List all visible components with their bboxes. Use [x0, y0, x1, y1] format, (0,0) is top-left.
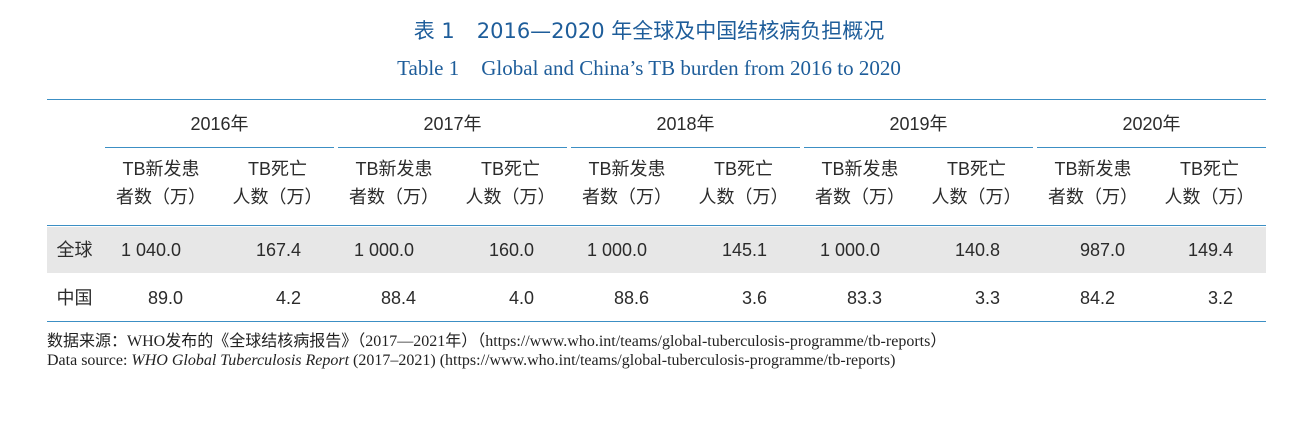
sub-header-new-cases: TB新发患者数（万）	[569, 155, 685, 211]
sub-header-deaths: TB死亡人数（万）	[686, 155, 802, 211]
table-cell: 140.8	[954, 240, 1000, 260]
data-source-en: Data source: WHO Global Tuberculosis Rep…	[47, 352, 895, 370]
sub-header-line2: 人数（万）	[232, 187, 323, 207]
sub-header-line2: 人数（万）	[465, 187, 556, 207]
sub-header-deaths: TB死亡人数（万）	[220, 155, 336, 211]
table-cell: 3.2	[1207, 288, 1233, 308]
header-bottom-rule	[47, 225, 1266, 226]
table-cell: 4.0	[508, 288, 534, 308]
sub-header-line1: TB新发患	[355, 159, 433, 179]
sub-header-line2: 者数（万）	[116, 187, 206, 207]
row-label-china: 中国	[56, 288, 93, 308]
sub-header-line1: TB死亡	[1179, 159, 1239, 179]
sub-header-line1: TB新发患	[1054, 159, 1132, 179]
table-cell: 88.4	[380, 288, 416, 308]
table-bottom-rule	[47, 321, 1266, 322]
table-number-en: Table 1	[397, 56, 460, 80]
table-cell: 160.0	[488, 240, 534, 260]
sub-header-new-cases: TB新发患者数（万）	[802, 155, 918, 211]
year-underline-5	[1037, 147, 1266, 148]
sub-header-new-cases: TB新发患者数（万）	[103, 155, 219, 211]
data-source-en-prefix: Data source:	[47, 352, 132, 369]
sub-header-line2: 者数（万）	[582, 187, 672, 207]
sub-header-line2: 人数（万）	[931, 187, 1022, 207]
table-cell: 149.4	[1187, 240, 1233, 260]
sub-header-line2: 者数（万）	[1048, 187, 1138, 207]
sub-header-line1: TB死亡	[480, 159, 540, 179]
table-cell: 145.1	[721, 240, 767, 260]
year-underline-1	[105, 147, 334, 148]
sub-header-line1: TB新发患	[821, 159, 899, 179]
sub-header-line1: TB新发患	[588, 159, 666, 179]
table-title-cn: 表 1 2016—2020 年全球及中国结核病负担概况	[0, 14, 1298, 48]
table-cell: 1 040.0	[121, 240, 182, 260]
sub-header-line2: 者数（万）	[349, 187, 439, 207]
sub-header-line2: 者数（万）	[815, 187, 905, 207]
sub-header-line2: 人数（万）	[698, 187, 789, 207]
table-cell: 89.0	[147, 288, 183, 308]
year-header-5: 2020年	[1122, 114, 1181, 134]
table-title-cn-text: 2016—2020 年全球及中国结核病负担概况	[476, 19, 885, 43]
year-underline-3	[571, 147, 800, 148]
row-band-global	[47, 227, 1266, 273]
data-source-en-title: WHO Global Tuberculosis Report	[131, 352, 350, 369]
table-cell: 3.6	[741, 288, 767, 308]
row-label-global: 全球	[56, 240, 93, 260]
sub-header-line2: 人数（万）	[1164, 187, 1255, 207]
sub-header-new-cases: TB新发患者数（万）	[336, 155, 452, 211]
year-header-2: 2017年	[423, 114, 482, 134]
table-title-en: Table 1 Global and China’s TB burden from…	[0, 53, 1298, 83]
table-cell: 84.2	[1079, 288, 1115, 308]
data-source-en-suffix: (2017–2021) (https://www.who.int/teams/g…	[349, 352, 896, 369]
table-cell: 83.3	[846, 288, 882, 308]
sub-header-deaths: TB死亡人数（万）	[1152, 155, 1268, 211]
sub-header-line1: TB死亡	[713, 159, 773, 179]
year-header-1: 2016年	[190, 114, 249, 134]
table-cell: 1 000.0	[354, 240, 415, 260]
sub-header-deaths: TB死亡人数（万）	[453, 155, 569, 211]
sub-header-line1: TB死亡	[946, 159, 1006, 179]
table-cell: 4.2	[275, 288, 301, 308]
sub-header-line1: TB新发患	[122, 159, 200, 179]
sub-header-new-cases: TB新发患者数（万）	[1035, 155, 1151, 211]
table-cell: 1 000.0	[587, 240, 648, 260]
data-source-cn: 数据来源：WHO发布的《全球结核病报告》（2017—2021年）（https:/…	[47, 333, 947, 350]
table-cell: 3.3	[974, 288, 1000, 308]
year-underline-4	[804, 147, 1033, 148]
table-cell: 167.4	[255, 240, 301, 260]
year-underline-2	[338, 147, 567, 148]
sub-header-line1: TB死亡	[247, 159, 307, 179]
table-cell: 987.0	[1079, 240, 1125, 260]
year-header-3: 2018年	[656, 114, 715, 134]
table-title-en-text: Global and China’s TB burden from 2016 t…	[481, 56, 901, 80]
table-cell: 88.6	[613, 288, 649, 308]
table-top-rule	[47, 99, 1266, 100]
year-header-4: 2019年	[889, 114, 948, 134]
table-cell: 1 000.0	[820, 240, 881, 260]
table-number-cn: 表 1	[413, 19, 455, 43]
sub-header-deaths: TB死亡人数（万）	[919, 155, 1035, 211]
